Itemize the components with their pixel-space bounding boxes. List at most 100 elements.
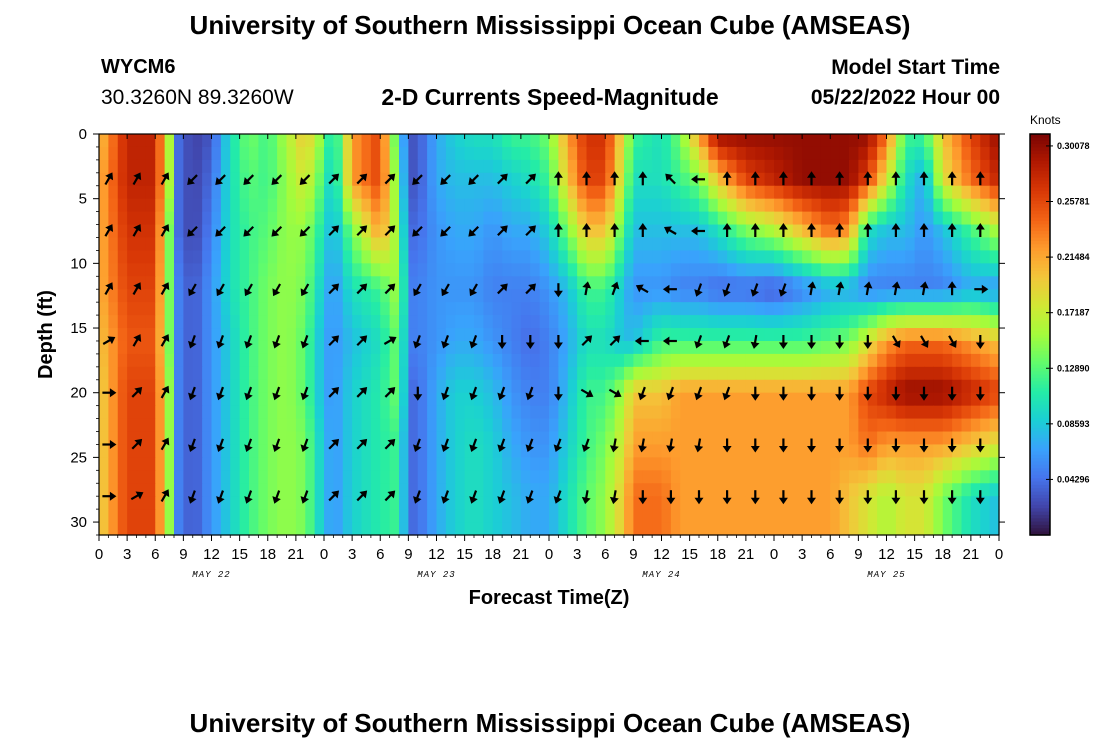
arrow-head [694,445,704,453]
heatmap-cell [708,431,719,446]
heatmap-cell [689,470,700,484]
heatmap-cell [802,185,813,200]
heatmap-cell [849,250,859,264]
heatmap-cell [99,328,109,342]
heatmap-cell [267,159,278,174]
current-arrow [525,386,535,401]
heatmap-cell [380,483,391,497]
heatmap-cell [680,328,691,342]
heatmap-cell [145,315,156,329]
arrow-head [975,342,985,349]
arrow-head [662,284,670,294]
heatmap-cell [342,431,353,446]
heatmap-cell [783,379,794,394]
heatmap-cell [474,431,484,446]
heatmap-cell [549,418,559,433]
current-arrow [188,283,197,297]
current-arrow [610,171,620,186]
heatmap-cell [530,509,541,523]
heatmap-cell [942,483,953,497]
heatmap-cell [933,328,944,342]
heatmap-cell [427,198,438,213]
heatmap-cell [774,392,784,407]
heatmap-cell [314,340,325,355]
heatmap-cell [455,263,466,277]
heatmap-cell [670,198,681,213]
heatmap-cell [577,328,588,342]
heatmap-cell [849,289,859,303]
heatmap-cell [877,315,888,329]
heatmap-cell [924,198,934,213]
heatmap-cell [230,457,241,471]
arrow-head [299,177,308,185]
heatmap-cell [942,457,953,471]
heatmap-cell [802,237,813,252]
colorbar-tick-label: 0.25781 [1057,197,1090,207]
heatmap-cell [877,224,888,239]
heatmap-cell [895,172,906,187]
heatmap-cell [174,392,184,407]
arrow-shaft [696,334,703,345]
heatmap-cell [867,172,878,187]
heatmap-cell [755,237,766,252]
heatmap-cell [849,509,859,523]
arrow-head [499,173,508,182]
heatmap-cell [202,431,213,446]
heatmap-cell [595,340,606,355]
heatmap-cell [99,146,109,161]
heatmap-cell [970,392,981,407]
heatmap-cell [286,340,297,355]
heatmap-cell [745,172,756,187]
heatmap-cell [858,134,869,148]
heatmap-cell [295,483,306,497]
heatmap-cell [267,379,278,394]
heatmap-cell [708,353,719,368]
heatmap-cell [699,470,709,484]
arrow-head [807,446,816,453]
heatmap-cell [502,483,513,497]
heatmap-cell [895,444,906,458]
heatmap-cell [502,185,513,200]
heatmap-cell [914,457,925,471]
heatmap-cell [633,159,644,174]
heatmap-cell [558,211,569,226]
heatmap-cell [389,353,400,368]
current-arrow [160,437,170,451]
heatmap-cell [755,263,766,277]
arrow-head [553,444,563,453]
current-arrow [328,387,340,398]
heatmap-cell [314,418,325,433]
heatmap-cell [230,185,241,200]
current-arrow [750,490,760,505]
heatmap-cell [99,263,109,277]
heatmap-cell [924,224,934,239]
heatmap-cell [680,483,691,497]
arrow-shaft [725,283,731,293]
heatmap-cell [202,483,213,497]
heatmap-cell [933,457,944,471]
heatmap-cell [811,431,822,446]
heatmap-cell [558,457,569,471]
heatmap-cell [764,159,775,174]
heatmap-cell [492,457,503,471]
heatmap-cell [136,522,147,536]
heatmap-cell [549,172,559,187]
heatmap-cell [230,366,241,381]
heatmap-cell [961,289,972,303]
heatmap-cell [164,483,175,497]
chart-subtitle: 2-D Currents Speed-Magnitude [381,84,719,110]
heatmap-cell [624,250,634,264]
heatmap-cell [389,250,400,264]
heatmap-cell [783,237,794,252]
arrow-head [807,223,816,230]
heatmap-cell [774,444,784,458]
heatmap-cell [370,134,381,148]
colorbar-band [1030,317,1050,322]
arrow-head [244,288,253,297]
heatmap-cell [174,134,184,148]
heatmap-cell [605,457,616,471]
heatmap-cell [389,483,400,497]
heatmap-cell [614,444,625,458]
heatmap-cell [202,198,213,213]
heatmap-cell [652,328,663,342]
